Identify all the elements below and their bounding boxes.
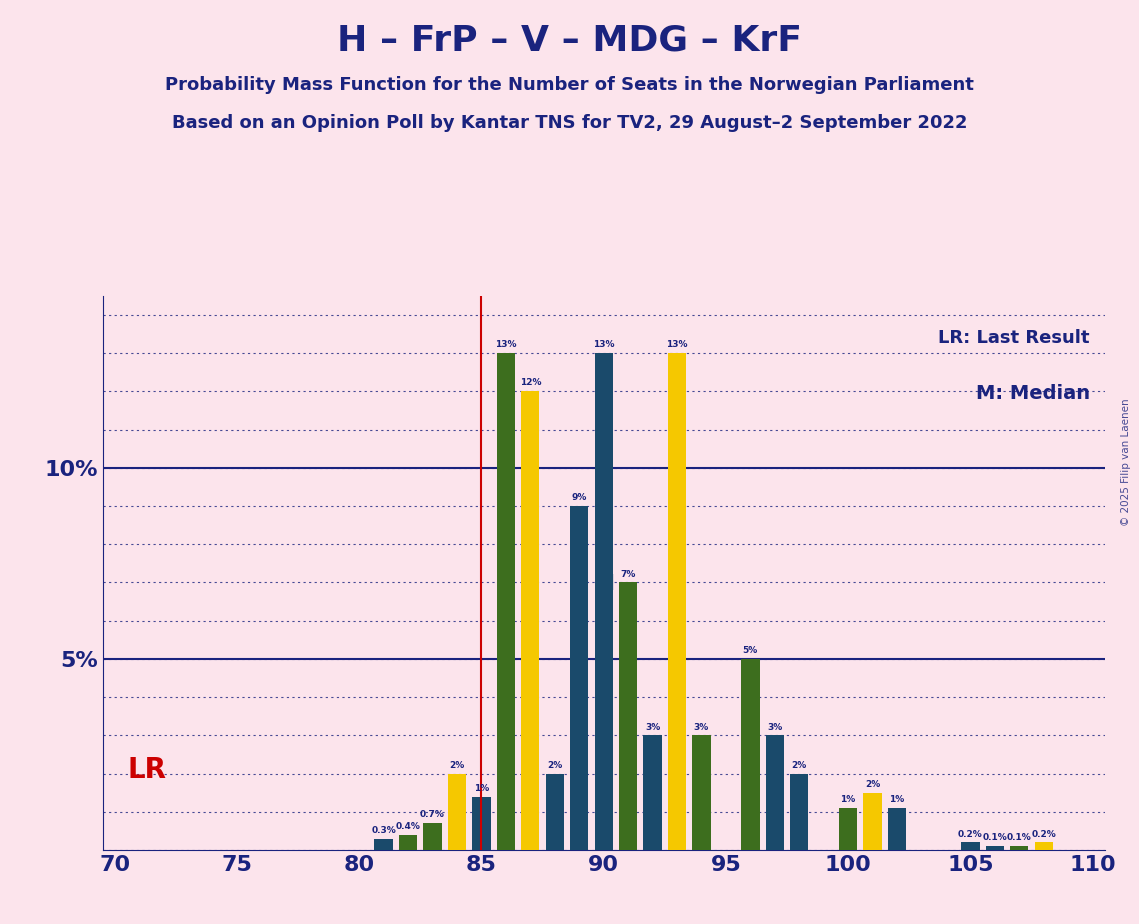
Text: 0.4%: 0.4% bbox=[395, 822, 420, 831]
Bar bbox=[961, 843, 980, 850]
Bar bbox=[497, 353, 515, 850]
Text: 1%: 1% bbox=[841, 796, 855, 804]
Bar bbox=[473, 796, 491, 850]
Text: 13%: 13% bbox=[593, 340, 614, 349]
Text: 0.2%: 0.2% bbox=[1031, 830, 1056, 839]
Text: 0.2%: 0.2% bbox=[958, 830, 983, 839]
Text: 9%: 9% bbox=[572, 493, 587, 502]
Bar bbox=[790, 773, 809, 850]
Bar bbox=[985, 846, 1003, 850]
Text: 2%: 2% bbox=[865, 780, 880, 789]
Text: 3%: 3% bbox=[768, 723, 782, 732]
Bar bbox=[546, 773, 564, 850]
Bar bbox=[448, 773, 466, 850]
Bar bbox=[375, 839, 393, 850]
Text: 1%: 1% bbox=[890, 796, 904, 804]
Text: 2%: 2% bbox=[792, 760, 806, 770]
Bar bbox=[693, 736, 711, 850]
Text: H – FrP – V – MDG – KrF: H – FrP – V – MDG – KrF bbox=[337, 23, 802, 57]
Bar bbox=[741, 659, 760, 850]
Bar bbox=[570, 506, 589, 850]
Bar bbox=[839, 808, 858, 850]
Text: 2%: 2% bbox=[547, 760, 563, 770]
Text: LR: Last Result: LR: Last Result bbox=[939, 329, 1090, 346]
Text: 7%: 7% bbox=[621, 569, 636, 578]
Text: 0.3%: 0.3% bbox=[371, 826, 396, 834]
Bar bbox=[863, 793, 882, 850]
Text: 3%: 3% bbox=[645, 723, 661, 732]
Text: 2%: 2% bbox=[450, 760, 465, 770]
Text: 0.1%: 0.1% bbox=[983, 833, 1007, 843]
Bar bbox=[1034, 843, 1052, 850]
Text: M: Median: M: Median bbox=[976, 384, 1090, 404]
Text: © 2025 Filip van Laenen: © 2025 Filip van Laenen bbox=[1121, 398, 1131, 526]
Text: 3%: 3% bbox=[694, 723, 710, 732]
Text: 0.1%: 0.1% bbox=[1007, 833, 1032, 843]
Text: LR: LR bbox=[128, 756, 166, 784]
Bar bbox=[595, 353, 613, 850]
Text: Based on an Opinion Poll by Kantar TNS for TV2, 29 August–2 September 2022: Based on an Opinion Poll by Kantar TNS f… bbox=[172, 114, 967, 131]
Bar bbox=[765, 736, 784, 850]
Bar bbox=[522, 391, 540, 850]
Bar bbox=[618, 582, 638, 850]
Bar bbox=[888, 808, 907, 850]
Bar bbox=[424, 823, 442, 850]
Bar bbox=[1010, 846, 1029, 850]
Text: 13%: 13% bbox=[666, 340, 688, 349]
Text: 0.7%: 0.7% bbox=[420, 810, 445, 820]
Text: 1%: 1% bbox=[474, 784, 489, 793]
Text: Probability Mass Function for the Number of Seats in the Norwegian Parliament: Probability Mass Function for the Number… bbox=[165, 76, 974, 93]
Text: 13%: 13% bbox=[495, 340, 517, 349]
Text: M: M bbox=[592, 574, 615, 594]
Text: 5%: 5% bbox=[743, 646, 757, 655]
Bar bbox=[667, 353, 686, 850]
Bar bbox=[399, 834, 417, 850]
Bar bbox=[644, 736, 662, 850]
Text: 12%: 12% bbox=[519, 379, 541, 387]
